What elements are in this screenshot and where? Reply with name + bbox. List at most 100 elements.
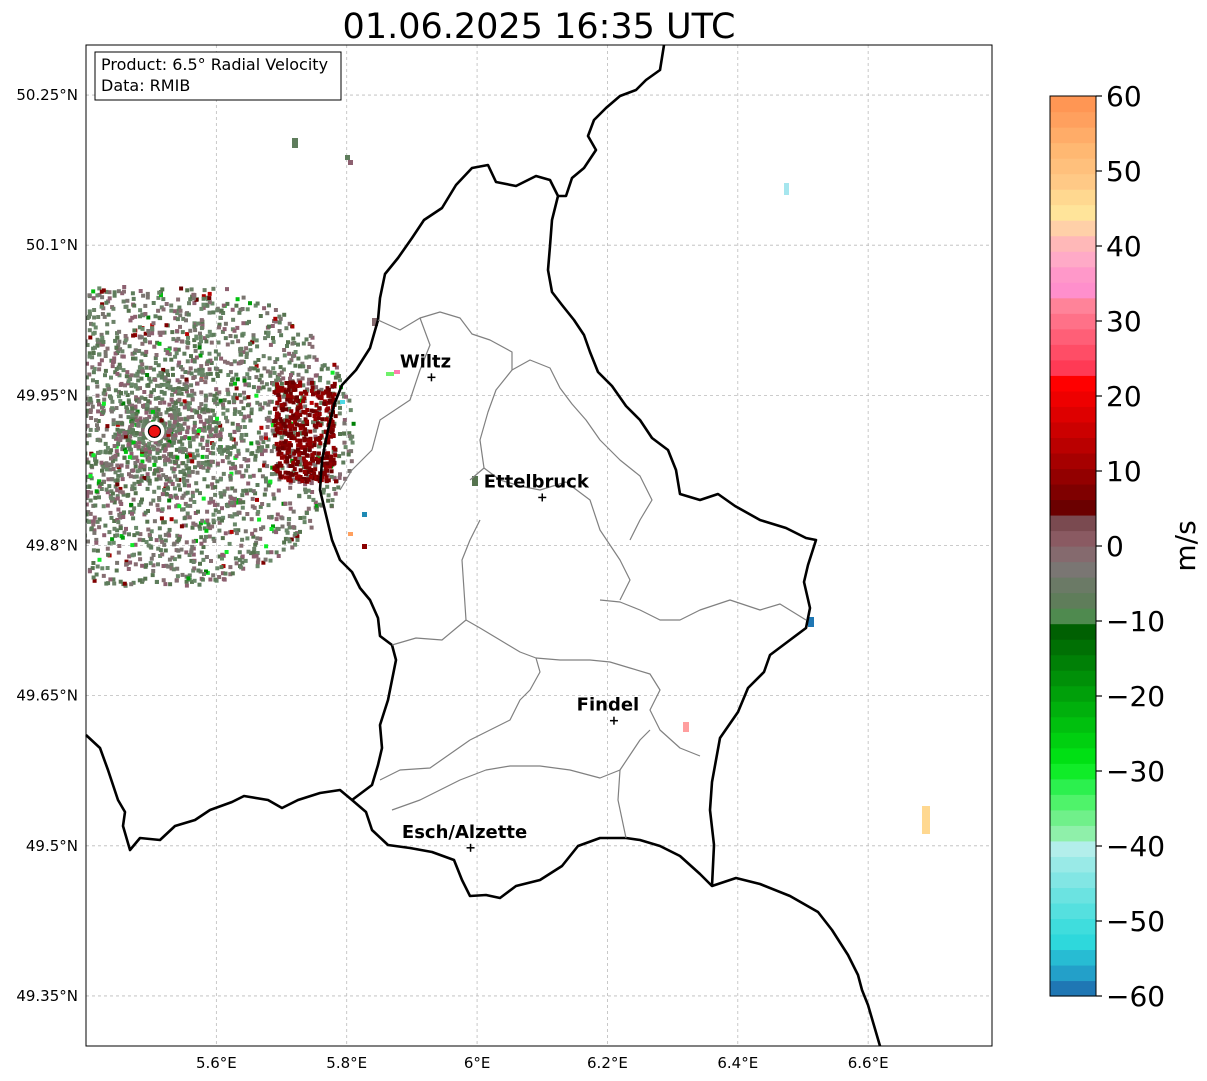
- colorbar-band: [1050, 763, 1096, 780]
- echo-pixel: [145, 486, 150, 491]
- echo-pixel: [228, 475, 233, 480]
- echo-pixel: [182, 516, 187, 521]
- echo-pixel: [143, 576, 148, 581]
- echo-pixel: [114, 406, 119, 410]
- echo-pixel: [25, 339, 29, 343]
- echo-pixel: [286, 517, 291, 522]
- echo-pixel: [35, 360, 39, 364]
- echo-pixel: [292, 416, 297, 421]
- echo-pixel: [205, 302, 210, 307]
- colorbar-band: [1050, 918, 1096, 935]
- echo-pixel: [304, 337, 309, 342]
- echo-pixel: [298, 475, 303, 479]
- echo-pixel: [215, 416, 219, 421]
- echo-pixel: [53, 467, 57, 471]
- echo-pixel: [195, 381, 200, 386]
- echo-pixel: [191, 455, 196, 460]
- echo-pixel: [188, 401, 192, 406]
- echo-pixel: [316, 390, 321, 395]
- echo-pixel: [221, 471, 226, 476]
- echo-pixel: [40, 456, 44, 460]
- echo-pixel: [144, 408, 149, 413]
- echo-pixel: [112, 356, 117, 361]
- echo-pixel: [347, 398, 352, 403]
- info-box: Product: 6.5° Radial Velocity Data: RMIB: [94, 51, 342, 101]
- echo-pixel: [276, 452, 281, 457]
- echo-pixel: [322, 401, 327, 406]
- echo-pixel: [119, 381, 124, 386]
- echo-pixel: [115, 427, 120, 432]
- echo-pixel: [101, 401, 106, 406]
- echo-pixel: [240, 554, 245, 559]
- echo-pixel: [132, 303, 137, 308]
- echo-pixel: [113, 351, 118, 356]
- echo-pixel: [313, 417, 318, 422]
- echo-pixel: [683, 722, 689, 732]
- echo-pixel: [104, 289, 109, 294]
- echo-pixel: [338, 472, 342, 477]
- echo-pixel: [279, 333, 284, 338]
- echo-pixel: [64, 410, 68, 414]
- echo-pixel: [3, 490, 7, 494]
- echo-pixel: [251, 473, 256, 478]
- echo-pixel: [253, 491, 258, 496]
- echo-pixel: [117, 394, 121, 399]
- echo-pixel: [163, 532, 168, 537]
- echo-pixel: [109, 489, 114, 494]
- echo-pixel: [18, 351, 22, 355]
- echo-pixel: [155, 503, 160, 508]
- echo-pixel: [158, 370, 163, 375]
- echo-pixel: [104, 300, 109, 305]
- echo-pixel: [217, 528, 222, 533]
- echo-pixel: [176, 297, 181, 302]
- echo-pixel: [199, 339, 203, 344]
- echo-pixel: [312, 355, 317, 360]
- echo-pixel: [49, 561, 53, 565]
- echo-pixel: [91, 378, 95, 383]
- colorbar-tick-label: −20: [1106, 680, 1165, 713]
- echo-pixel: [162, 542, 167, 547]
- echo-pixel: [251, 550, 256, 555]
- echo-pixel: [218, 477, 223, 482]
- echo-pixel: [141, 435, 146, 440]
- echo-pixel: [80, 396, 84, 400]
- echo-pixel: [241, 406, 246, 411]
- echo-pixel: [170, 436, 175, 440]
- echo-pixel: [48, 468, 52, 472]
- echo-pixel: [61, 529, 65, 533]
- echo-pixel: [311, 392, 315, 397]
- echo-pixel: [100, 302, 105, 307]
- echo-pixel: [99, 460, 104, 465]
- echo-pixel: [48, 358, 52, 362]
- echo-pixel: [123, 334, 128, 338]
- echo-pixel: [314, 385, 319, 390]
- echo-pixel: [153, 411, 158, 416]
- echo-pixel: [28, 499, 32, 503]
- echo-pixel: [190, 408, 195, 413]
- echo-pixel: [194, 355, 199, 360]
- echo-pixel: [127, 446, 132, 451]
- echo-pixel: [66, 526, 70, 530]
- echo-pixel: [297, 493, 302, 498]
- echo-pixel: [41, 471, 45, 475]
- echo-pixel: [124, 526, 128, 531]
- echo-pixel: [95, 343, 100, 348]
- echo-pixel: [249, 551, 254, 556]
- echo-pixel: [103, 450, 108, 455]
- echo-pixel: [164, 323, 169, 328]
- echo-pixel: [96, 340, 100, 345]
- echo-pixel: [1, 479, 5, 483]
- echo-pixel: [42, 556, 46, 560]
- echo-pixel: [149, 556, 154, 561]
- echo-pixel: [170, 330, 175, 335]
- echo-pixel: [234, 454, 239, 459]
- echo-pixel: [209, 333, 214, 338]
- echo-pixel: [96, 419, 101, 423]
- echo-pixel: [280, 446, 285, 451]
- echo-pixel: [235, 297, 240, 302]
- echo-pixel: [65, 564, 69, 568]
- canton-border: [391, 729, 651, 811]
- echo-pixel: [109, 409, 114, 414]
- echo-pixel: [79, 300, 83, 304]
- echo-pixel: [241, 295, 246, 300]
